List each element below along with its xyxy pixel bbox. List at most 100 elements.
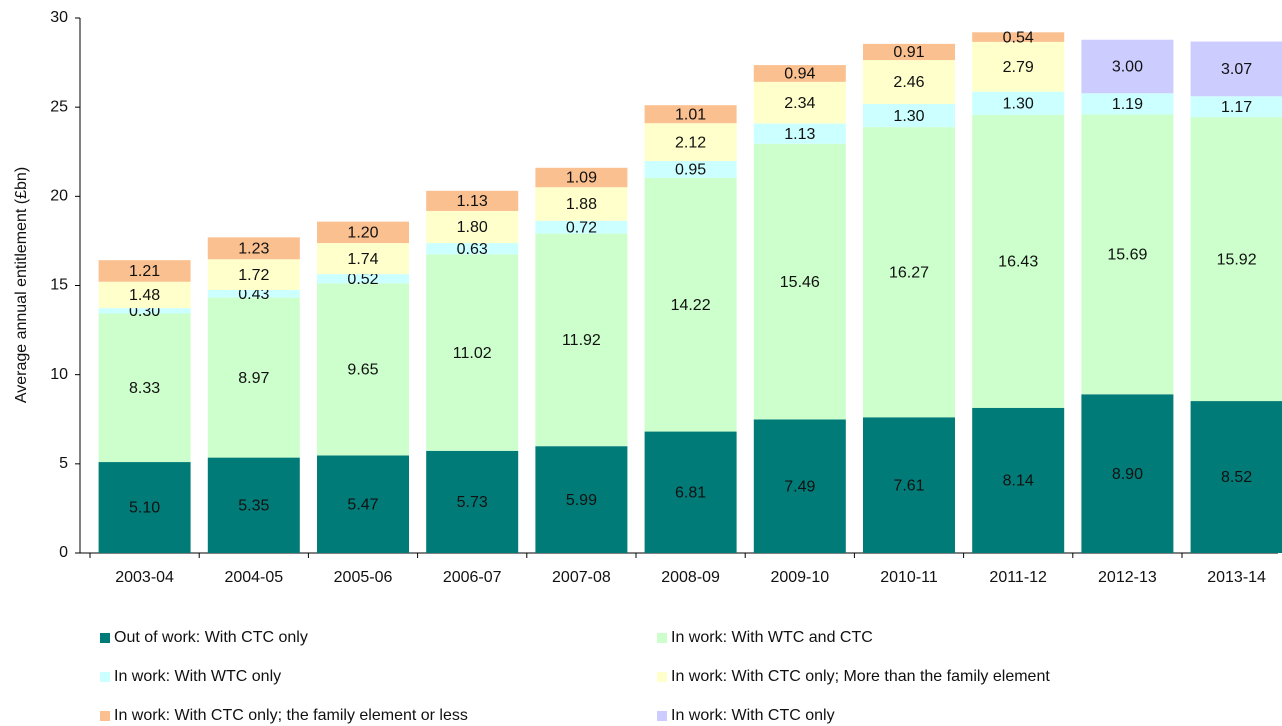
bar-segment (644, 177, 737, 432)
bar-segment (98, 281, 191, 309)
bar-segment (1081, 394, 1174, 553)
data-label: 8.52 (1221, 469, 1252, 486)
bar-segment (753, 81, 846, 124)
bar-segment (98, 462, 191, 553)
legend-label: In work: With CTC only (671, 707, 835, 724)
bar-segment (535, 233, 628, 447)
bar-segment (863, 103, 955, 128)
data-label: 0.95 (675, 162, 706, 179)
bar-segment (863, 60, 955, 104)
legend-label: In work: With WTC only (114, 668, 281, 685)
bar-segment (644, 105, 737, 124)
legend-label: In work: With WTC and CTC (671, 629, 873, 646)
x-tick-label: 2006-07 (443, 569, 502, 586)
x-tick-label: 2012-13 (1098, 569, 1157, 586)
bar-segment (972, 91, 1065, 115)
bar-segment (535, 187, 628, 221)
data-label: 1.72 (238, 267, 269, 284)
legend-swatch (657, 633, 667, 643)
data-label: 1.09 (566, 170, 597, 187)
data-label: 2.79 (1003, 59, 1034, 76)
data-label: 1.30 (893, 108, 924, 125)
bar-segment (1190, 41, 1282, 97)
bar-segment (972, 41, 1065, 92)
bar-segment (753, 419, 846, 553)
legend-label: In work: With CTC only; More than the fa… (671, 668, 1050, 685)
data-label: 16.27 (889, 264, 929, 281)
data-label: 5.73 (457, 494, 488, 511)
data-label: 1.19 (1112, 96, 1143, 113)
bar-segment (753, 123, 846, 144)
data-label: 1.20 (347, 225, 378, 242)
data-label: 1.80 (457, 219, 488, 236)
bar-segment (317, 274, 409, 284)
bar-segment (1190, 401, 1282, 553)
bar-segment (207, 297, 300, 458)
data-label: 6.81 (675, 484, 706, 501)
data-label: 5.10 (129, 500, 160, 517)
bar-segment (863, 43, 955, 61)
data-label: 1.13 (457, 193, 488, 210)
data-label: 7.61 (893, 477, 924, 494)
bar-segment (317, 243, 409, 275)
x-tick-label: 2008-09 (661, 569, 720, 586)
bar-segment (863, 127, 955, 418)
data-label: 1.21 (129, 263, 160, 280)
bar-segment (1190, 117, 1282, 402)
bar-segment (426, 210, 519, 244)
data-label: 2.34 (784, 95, 815, 112)
data-label: 1.88 (566, 196, 597, 213)
bar-segment (644, 123, 737, 162)
data-label: 2.12 (675, 134, 706, 151)
y-tick-label: 25 (50, 98, 68, 115)
data-label: 0.43 (238, 286, 269, 303)
y-tick-label: 0 (59, 544, 68, 561)
data-label: 8.97 (238, 370, 269, 387)
data-label: 2.46 (893, 74, 924, 91)
y-tick-label: 30 (50, 9, 68, 26)
bar-segment (863, 417, 955, 553)
bar-segment (207, 457, 300, 553)
data-label: 0.54 (1003, 29, 1034, 46)
data-label: 0.72 (566, 219, 597, 236)
legend-swatch (100, 711, 110, 721)
legend-label: Out of work: With CTC only (114, 629, 308, 646)
legend-swatch (657, 672, 667, 682)
bar-segment (98, 260, 191, 282)
data-label: 0.63 (457, 241, 488, 258)
data-label: 5.47 (347, 496, 378, 513)
bar-segment (535, 220, 628, 234)
x-tick-label: 2005-06 (334, 569, 393, 586)
bar-segment (426, 190, 519, 211)
x-tick-label: 2003-04 (115, 569, 174, 586)
x-tick-label: 2009-10 (770, 569, 829, 586)
data-label: 1.48 (129, 287, 160, 304)
data-label: 5.99 (566, 492, 597, 509)
data-label: 0.91 (893, 44, 924, 61)
legend-swatch (100, 672, 110, 682)
bar-segment (1081, 93, 1174, 115)
legend-label: In work: With CTC only; the family eleme… (114, 707, 468, 724)
data-label: 15.69 (1107, 247, 1147, 264)
bar-segment (317, 221, 409, 244)
bar-segment (426, 243, 519, 255)
bar-segment (972, 32, 1065, 42)
data-label: 5.35 (238, 498, 269, 515)
data-label: 11.92 (562, 332, 601, 349)
bar-segment (972, 114, 1065, 408)
data-label: 16.43 (998, 254, 1038, 271)
bar-segment (972, 407, 1065, 553)
data-label: 0.94 (784, 66, 815, 83)
bar-segment (207, 237, 300, 260)
bar-segment (1081, 39, 1174, 94)
x-tick-label: 2004-05 (224, 569, 283, 586)
data-label: 11.02 (453, 345, 492, 362)
bar-segment (426, 450, 519, 553)
bar-segment (753, 65, 846, 82)
x-tick-label: 2007-08 (552, 569, 611, 586)
data-label: 8.14 (1003, 473, 1034, 490)
data-label: 1.13 (784, 126, 815, 143)
data-label: 14.22 (671, 297, 711, 314)
bar-segment (644, 431, 737, 553)
